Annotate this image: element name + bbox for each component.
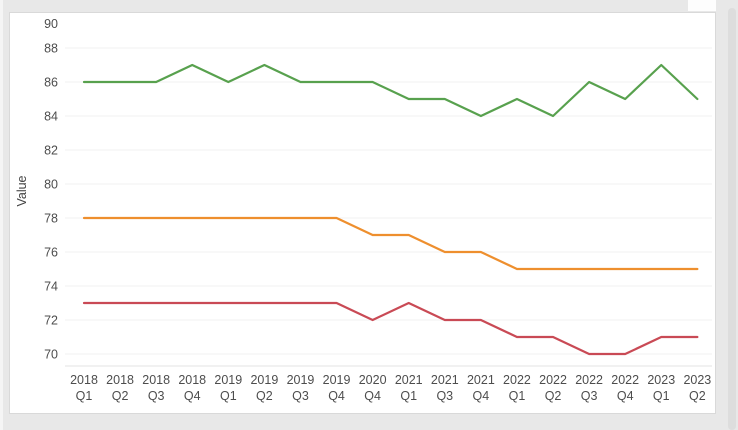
y-tick-label: 88	[44, 42, 58, 56]
y-tick-label: 74	[44, 280, 58, 294]
line-chart: 70 72 74 76 78 80 82 84 86 88 90 Value 2018 Q1 2018 Q2 2…	[15, 17, 712, 403]
y-tick-label: 86	[44, 76, 58, 90]
x-tick-label: 2021 Q3	[431, 373, 459, 403]
y-tick-label: 70	[44, 348, 58, 362]
chart-card: 70 72 74 76 78 80 82 84 86 88 90 Value 2018 Q1 2018 Q2 2…	[9, 12, 716, 414]
x-tick-label: 2019 Q1	[214, 373, 242, 403]
x-tick-label: 2023 Q1	[647, 373, 675, 403]
y-tick-label: 78	[44, 212, 58, 226]
y-tick-label: 82	[44, 144, 58, 158]
x-tick-label: 2018 Q4	[178, 373, 206, 403]
y-tick-label: 90	[44, 17, 58, 31]
x-tick-label: 2019 Q4	[323, 373, 351, 403]
series-orange-line	[82, 216, 699, 271]
scrollbar-thumb[interactable]	[728, 8, 736, 430]
x-tick-label: 2018 Q3	[142, 373, 170, 403]
y-tick-label: 80	[44, 178, 58, 192]
y-tick-label: 84	[44, 110, 58, 124]
x-tick-label: 2022 Q1	[503, 373, 531, 403]
x-tick-label: 2020 Q4	[359, 373, 387, 403]
x-tick-label: 2021 Q1	[395, 373, 423, 403]
x-tick-label: 2019 Q3	[287, 373, 315, 403]
x-tick-label: 2023 Q2	[683, 373, 711, 403]
page-left-strip	[0, 0, 3, 430]
x-tick-label: 2019 Q2	[250, 373, 278, 403]
x-tick-label: 2022 Q2	[539, 373, 567, 403]
y-tick-label: 76	[44, 246, 58, 260]
x-tick-label: 2022 Q4	[611, 373, 639, 403]
y-tick-label: 72	[44, 314, 58, 328]
x-tick-label: 2021 Q4	[467, 373, 495, 403]
x-tick-label: 2018 Q2	[106, 373, 134, 403]
series-red-line	[82, 301, 699, 356]
x-tick-label: 2018 Q1	[70, 373, 98, 403]
top-white-patch	[688, 0, 716, 11]
y-axis-title: Value	[15, 175, 29, 206]
x-tick-label: 2022 Q3	[575, 373, 603, 403]
series-green-line	[82, 63, 699, 118]
